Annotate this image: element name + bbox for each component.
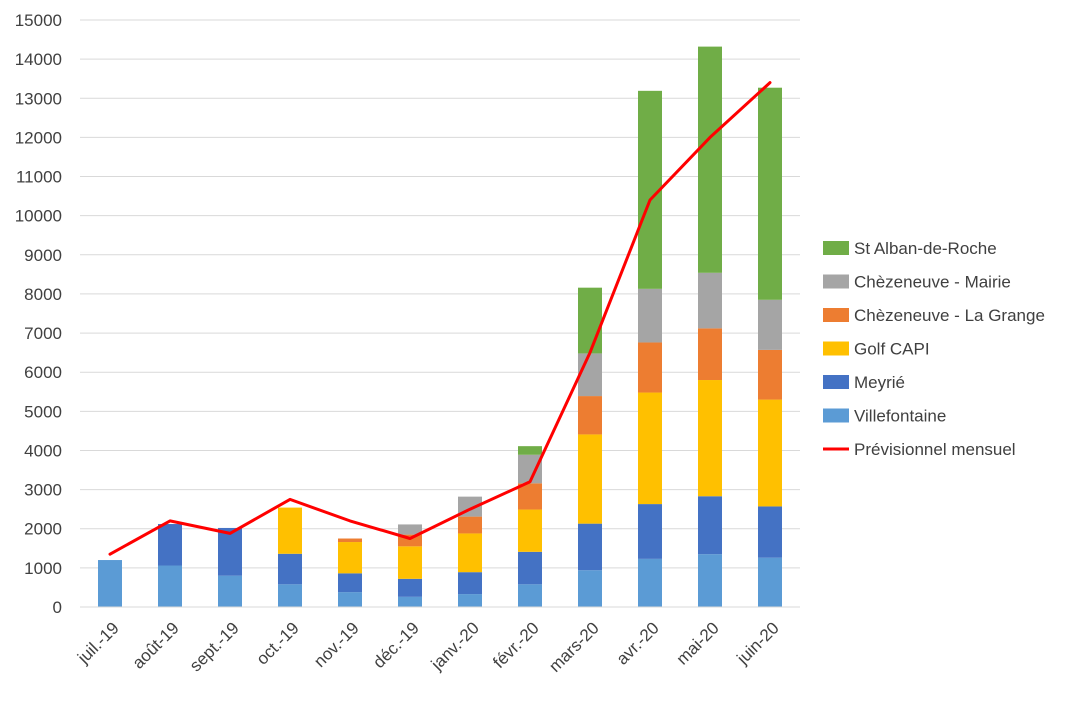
x-tick-label: oct.-19 xyxy=(253,618,303,668)
x-tick-label: juil.-19 xyxy=(73,618,123,668)
y-tick-label: 5000 xyxy=(24,402,62,421)
y-tick-label: 9000 xyxy=(24,246,62,265)
legend-label: Golf CAPI xyxy=(854,340,930,359)
legend: St Alban-de-Roche Chèzeneuve - Mairie Chèz… xyxy=(823,239,1045,459)
legend-label: Chèzeneuve - La Grange xyxy=(854,306,1045,325)
legend-swatch xyxy=(823,375,849,389)
bar-segment xyxy=(338,542,362,574)
y-tick-label: 4000 xyxy=(24,441,62,460)
bar-segment xyxy=(518,509,542,552)
bar-segment xyxy=(278,507,302,554)
y-tick-label: 13000 xyxy=(15,89,62,108)
legend-label: Villefontaine xyxy=(854,407,946,426)
bar-segment xyxy=(698,272,722,329)
x-tick-label: févr.-20 xyxy=(489,618,543,672)
bar-segment xyxy=(458,533,482,573)
gridlines xyxy=(80,19,800,569)
bar-segment xyxy=(278,584,302,607)
bar-segment xyxy=(458,594,482,607)
legend-label: Meyrié xyxy=(854,373,905,392)
bar-segment xyxy=(758,399,782,507)
bar-segment xyxy=(638,558,662,607)
y-tick-label: 15000 xyxy=(15,11,62,30)
bar-segment xyxy=(698,328,722,381)
x-tick-label: déc.-19 xyxy=(369,618,423,672)
bar-segment xyxy=(518,584,542,607)
legend-swatch xyxy=(823,341,849,356)
y-tick-label: 11000 xyxy=(16,168,62,187)
bar-segment xyxy=(578,523,602,571)
bar-segment xyxy=(398,524,422,535)
bars xyxy=(98,46,782,607)
bar-segment xyxy=(698,46,722,273)
bar-segment xyxy=(698,554,722,607)
bar-segment xyxy=(698,496,722,555)
legend-swatch xyxy=(823,408,849,423)
y-tick-label: 3000 xyxy=(24,481,62,500)
bar-segment xyxy=(578,353,602,397)
bar-segment xyxy=(518,446,542,455)
x-tick-label: août-19 xyxy=(129,618,183,672)
legend-label: Chèzeneuve - Mairie xyxy=(854,273,1011,292)
bar-segment xyxy=(278,553,302,585)
bar-segment xyxy=(578,434,602,524)
bar-segment xyxy=(578,570,602,607)
forecast-line xyxy=(108,81,772,556)
legend-label: St Alban-de-Roche xyxy=(854,239,997,258)
y-tick-label: 1000 xyxy=(24,559,62,578)
bar-segment xyxy=(338,538,362,543)
legend-label: Prévisionnel mensuel xyxy=(854,440,1016,459)
bar-segment xyxy=(158,524,182,566)
legend-swatch xyxy=(823,308,849,322)
bar-segment xyxy=(338,592,362,607)
legend-swatch xyxy=(823,274,849,289)
x-tick-label: nov.-19 xyxy=(310,618,363,671)
bar-segment xyxy=(458,572,482,595)
y-tick-label: 6000 xyxy=(24,363,62,382)
bar-segment xyxy=(458,516,482,534)
bar-segment xyxy=(698,380,722,497)
y-tick-label: 8000 xyxy=(24,285,62,304)
y-tick-label: 10000 xyxy=(15,207,62,226)
y-tick-label: 2000 xyxy=(24,520,62,539)
bar-segment xyxy=(758,299,782,350)
x-tick-label: sept.-19 xyxy=(186,618,243,675)
bar-segment xyxy=(638,504,662,559)
bar-segment xyxy=(578,396,602,435)
bar-segment xyxy=(758,349,782,400)
bar-segment xyxy=(218,575,242,607)
bar-segment xyxy=(518,483,542,510)
y-tick-label: 0 xyxy=(53,598,62,617)
bar-segment xyxy=(398,534,422,547)
bar-segment xyxy=(638,342,662,393)
bar-segment xyxy=(758,506,782,558)
y-tick-label: 14000 xyxy=(15,50,62,69)
bar-segment xyxy=(758,87,782,300)
y-tick-label: 12000 xyxy=(15,128,62,147)
bar-segment xyxy=(398,596,422,607)
bar-segment xyxy=(518,551,542,585)
forecast-line-group xyxy=(108,81,772,556)
bar-segment xyxy=(758,557,782,607)
x-tick-label: avr.-20 xyxy=(613,618,663,668)
bar-segment xyxy=(158,565,182,607)
x-tick-label: juin-20 xyxy=(733,618,783,668)
y-tick-label: 7000 xyxy=(24,324,62,343)
bar-segment xyxy=(218,527,242,576)
bar-segment xyxy=(98,560,122,607)
legend-swatch xyxy=(823,241,849,255)
bar-segment xyxy=(398,546,422,579)
x-tick-label: mai-20 xyxy=(673,618,723,668)
x-tick-label: janv.-20 xyxy=(427,618,483,674)
bar-segment xyxy=(578,287,602,354)
bar-segment xyxy=(398,578,422,597)
bar-segment xyxy=(638,288,662,343)
bar-segment xyxy=(338,573,362,593)
bar-segment xyxy=(638,392,662,505)
x-tick-label: mars-20 xyxy=(545,618,603,676)
